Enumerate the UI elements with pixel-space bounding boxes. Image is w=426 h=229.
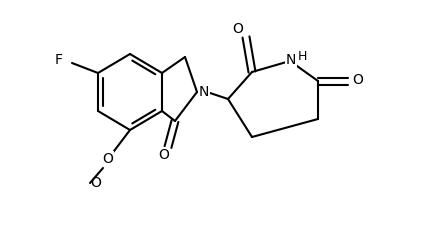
Text: O: O [353,73,363,87]
Text: N: N [286,53,296,67]
Text: O: O [103,152,113,166]
Text: F: F [55,53,63,67]
Text: O: O [91,176,101,190]
Text: H: H [297,49,307,63]
Text: O: O [158,148,170,162]
Text: N: N [199,85,209,99]
Text: O: O [233,22,243,36]
